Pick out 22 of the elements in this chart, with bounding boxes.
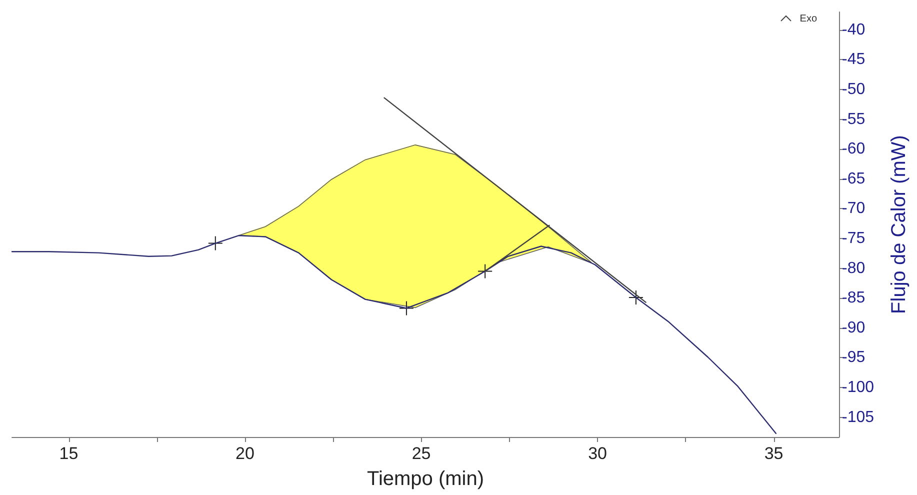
y-axis-title: Flujo de Calor (mW) [888, 135, 910, 314]
y-tick-label: -70 [842, 200, 866, 218]
y-tick-label: -60 [842, 140, 866, 158]
x-axis-title: Tiempo (min) [366, 468, 484, 490]
y-tick-label: -55 [842, 110, 866, 128]
annotation: Exo [800, 14, 818, 24]
y-tick-label: -90 [842, 319, 866, 336]
x-tick-label: 20 [236, 444, 254, 463]
y-tick-label: -65 [842, 170, 866, 188]
y-tick-label: -50 [842, 80, 866, 98]
x-tick-label: 25 [412, 444, 431, 463]
y-tick-label: -95 [842, 349, 866, 366]
y-tick-label: -40 [842, 21, 866, 38]
x-tick-label: 30 [588, 444, 607, 463]
y-tick-label: -75 [842, 230, 866, 248]
x-tick-label: 15 [59, 444, 78, 463]
y-tick-label: -85 [842, 290, 866, 307]
y-tick-label: -80 [842, 260, 866, 277]
y-tick-label: -100 [842, 379, 874, 396]
y-tick-label: -105 [842, 408, 874, 426]
x-tick-label: 35 [764, 444, 784, 463]
y-tick-label: -45 [842, 51, 866, 68]
